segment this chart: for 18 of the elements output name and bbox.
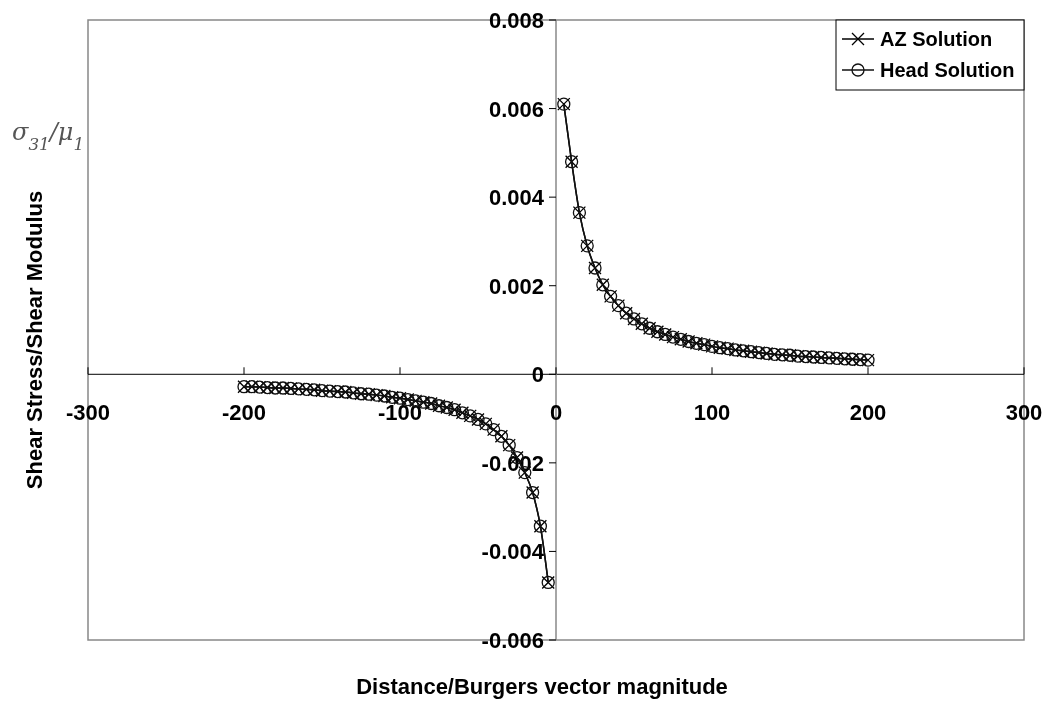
y-tick-label: 0.008 <box>488 8 544 33</box>
x-tick-label: 0 <box>549 400 563 426</box>
legend-label: Head Solution <box>880 59 1015 81</box>
x-tick-label: -100 <box>377 400 423 426</box>
x-tick-label: 200 <box>849 400 887 426</box>
y-tick-label: 0.004 <box>488 185 545 211</box>
text: σ$_{31}$/μ$_{1}$ <box>12 118 85 154</box>
x-tick-label: 300 <box>1005 400 1043 426</box>
x-axis-title: Distance/Burgers vector magnitude <box>356 674 728 699</box>
y-tick-label: -0.006 <box>481 628 544 653</box>
x-tick-label: -200 <box>221 400 267 426</box>
y-tick-label: -0.004 <box>481 539 545 565</box>
x-tick-label: 100 <box>693 400 731 426</box>
y-tick-label: 0.002 <box>488 273 544 299</box>
y-tick-label: 0.006 <box>488 96 544 122</box>
legend-label: AZ Solution <box>880 28 993 50</box>
y-axis-title: Shear Stress/Shear Modulus <box>22 190 47 490</box>
x-tick-label: -300 <box>65 400 111 426</box>
